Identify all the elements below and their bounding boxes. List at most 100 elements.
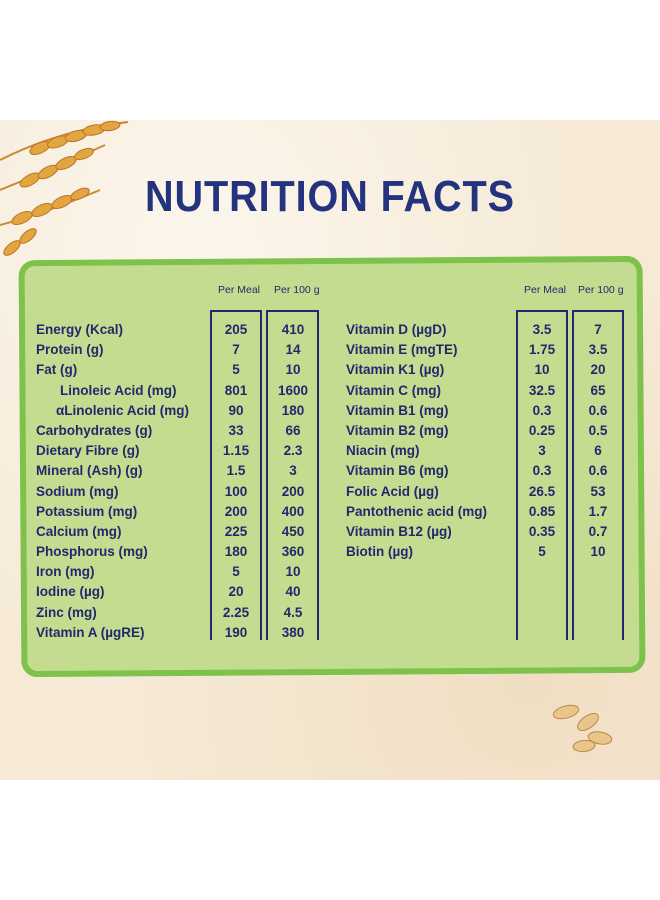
- nutrient-name: Pantothenic acid (mg): [346, 503, 488, 519]
- nutrient-name: Vitamin B6 (mg): [346, 463, 449, 479]
- table-row: Carbohydrates (g) 33 66: [36, 421, 320, 441]
- table-row: Biotin (µg) 5 10: [346, 542, 624, 562]
- table-row: Vitamin C (mg) 32.5 65: [346, 381, 624, 401]
- nutrient-name: Vitamin B2 (mg): [346, 422, 449, 438]
- nutrient-name: Vitamin D (µgD): [346, 322, 447, 337]
- nutrient-name: Linoleic Acid (mg): [60, 382, 177, 398]
- column-rule: [266, 310, 318, 312]
- nutrient-rows: Energy (Kcal) 205 410 Protein (g) 7 14 Fat (…: [36, 320, 320, 643]
- nutrient-name: Vitamin B12 (µg): [346, 523, 452, 539]
- nutrient-name: Niacin (mg): [346, 443, 420, 459]
- table-row: Iodine (µg) 20 40: [36, 582, 320, 602]
- per-100g-value: 1600: [277, 382, 309, 398]
- per-meal-value: 0.85: [528, 503, 556, 519]
- per-meal-value: 200: [224, 503, 248, 519]
- column-rule: [516, 310, 566, 312]
- per-meal-value: 205: [224, 322, 248, 337]
- per-meal-value: 5: [232, 564, 240, 580]
- per-100g-value: 10: [590, 544, 606, 560]
- nutrient-name: Vitamin B1 (mg): [346, 402, 449, 418]
- nutrient-rows: Vitamin D (µgD) 3.5 7 Vitamin E (mgTE) 1.75…: [346, 320, 624, 562]
- per-meal-value: 1.75: [528, 342, 556, 358]
- wheat-ears-icon: [0, 120, 129, 256]
- table-row: αLinolenic Acid (mg) 90 180: [36, 401, 320, 421]
- column-divider: [210, 310, 212, 640]
- per-100g-value: 200: [281, 483, 305, 499]
- per-meal-value: 20: [228, 584, 244, 600]
- per-meal-value: 26.5: [528, 483, 556, 499]
- per-100g-value: 0.6: [588, 402, 608, 418]
- column-rule: [572, 310, 624, 312]
- per-100g-value: 1.7: [588, 503, 608, 519]
- per-meal-value: 225: [224, 523, 248, 539]
- column-header-per-100g: Per 100 g: [274, 284, 320, 296]
- table-row: Calcium (mg) 225 450: [36, 522, 320, 542]
- per-meal-value: 32.5: [528, 382, 556, 398]
- table-row: Vitamin E (mgTE) 1.75 3.5: [346, 340, 624, 360]
- table-row: Mineral (Ash) (g) 1.5 3: [36, 461, 320, 481]
- table-row: Zinc (mg) 2.25 4.5: [36, 603, 320, 623]
- table-row: Sodium (mg) 100 200: [36, 482, 320, 502]
- table-row: Vitamin A (µgRE) 190 380: [36, 623, 320, 643]
- per-100g-value: 0.6: [588, 463, 608, 479]
- per-meal-value: 5: [538, 544, 546, 560]
- table-row: Vitamin B1 (mg) 0.3 0.6: [346, 401, 624, 421]
- table-row: Protein (g) 7 14: [36, 340, 320, 360]
- table-row: Energy (Kcal) 205 410: [36, 320, 320, 340]
- nutrient-name: Zinc (mg): [36, 604, 97, 620]
- table-row: Phosphorus (mg) 180 360: [36, 542, 320, 562]
- per-100g-value: 180: [281, 402, 305, 418]
- nutrient-name: Vitamin A (µgRE): [36, 624, 145, 640]
- nutrient-name: Vitamin C (mg): [346, 382, 442, 398]
- nutrient-name: Energy (Kcal): [36, 322, 124, 337]
- per-100g-value: 0.7: [588, 523, 608, 539]
- nutrient-name: Biotin (µg): [346, 544, 414, 560]
- table-row: Vitamin B2 (mg) 0.25 0.5: [346, 421, 624, 441]
- column-divider: [566, 310, 568, 640]
- per-meal-value: 0.3: [532, 402, 552, 418]
- per-meal-value: 5: [232, 362, 240, 378]
- per-meal-value: 100: [224, 483, 248, 499]
- per-meal-value: 0.3: [532, 463, 552, 479]
- column-rule: [210, 310, 260, 312]
- table-row: Iron (mg) 5 10: [36, 562, 320, 582]
- table-row: Niacin (mg) 3 6: [346, 441, 624, 461]
- column-header-per-100g: Per 100 g: [578, 284, 624, 296]
- table-row: Linoleic Acid (mg) 801 1600: [36, 381, 320, 401]
- table-row: Pantothenic acid (mg) 0.85 1.7: [346, 502, 624, 522]
- per-meal-value: 10: [534, 362, 550, 378]
- per-100g-value: 3: [289, 463, 297, 479]
- nutrient-name: Iron (mg): [36, 564, 95, 580]
- table-row: Folic Acid (µg) 26.5 53: [346, 482, 624, 502]
- per-meal-value: 90: [228, 402, 244, 418]
- per-meal-value: 190: [224, 624, 248, 640]
- per-meal-value: 180: [224, 544, 248, 560]
- per-100g-value: 65: [590, 382, 606, 398]
- nutrient-name: Folic Acid (µg): [346, 483, 439, 499]
- nutrient-name: Sodium (mg): [36, 483, 119, 499]
- column-divider: [260, 310, 262, 640]
- nutrient-name: Carbohydrates (g): [36, 422, 153, 438]
- per-100g-value: 400: [281, 503, 305, 519]
- nutrient-name: Dietary Fibre (g): [36, 443, 140, 459]
- per-100g-value: 2.3: [283, 443, 303, 459]
- per-meal-value: 7: [232, 342, 240, 358]
- nutrient-name: Calcium (mg): [36, 523, 122, 539]
- per-100g-value: 450: [281, 523, 305, 539]
- column-header-per-meal: Per Meal: [218, 284, 261, 296]
- nutrient-name: Fat (g): [36, 362, 78, 378]
- page-title: NUTRITION FACTS: [145, 172, 515, 221]
- per-meal-value: 33: [228, 422, 244, 438]
- nutrient-name: Vitamin K1 (µg): [346, 362, 445, 378]
- nutrient-name: Vitamin E (mgTE): [346, 342, 458, 358]
- per-100g-value: 360: [281, 544, 305, 560]
- table-row: Vitamin D (µgD) 3.5 7: [346, 320, 624, 340]
- table-row: Potassium (mg) 200 400: [36, 502, 320, 522]
- per-meal-value: 1.5: [226, 463, 246, 479]
- column-divider: [266, 310, 268, 640]
- per-meal-value: 3: [538, 443, 546, 459]
- per-100g-value: 10: [285, 564, 301, 580]
- per-100g-value: 380: [281, 624, 305, 640]
- table-row: Dietary Fibre (g) 1.15 2.3: [36, 441, 320, 461]
- nutrient-name: αLinolenic Acid (mg): [56, 402, 190, 418]
